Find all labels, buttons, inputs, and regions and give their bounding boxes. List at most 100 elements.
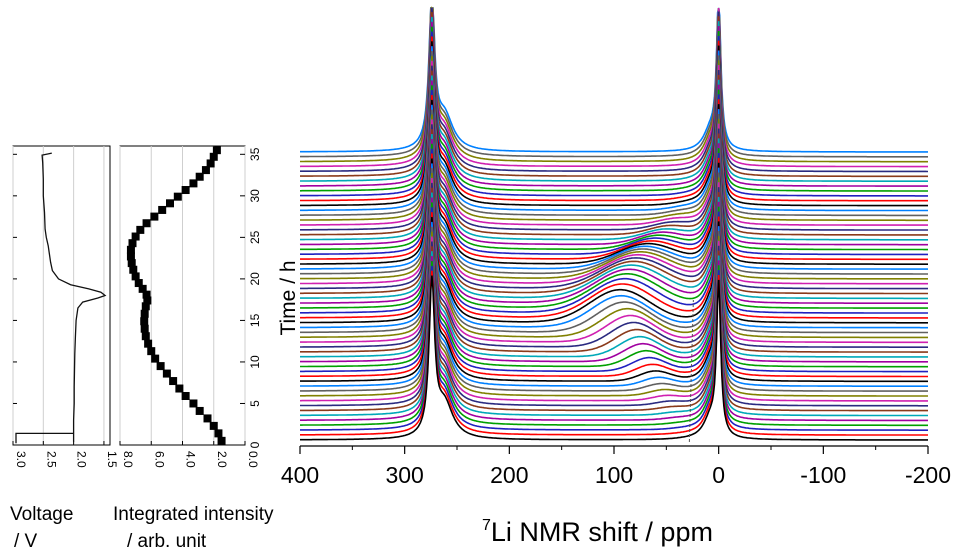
intensity-panel: 8.0 6.0 4.0 2.0 0.0 0 5 10 15 20 25 30 35 (119, 145, 262, 468)
nmr-xlabel: 7Li NMR shift / ppm (482, 517, 713, 547)
intensity-point (212, 146, 221, 155)
nmr-trace (300, 7, 928, 158)
nmr-trace (300, 36, 928, 202)
intensity-point (217, 436, 226, 445)
intensity-point (136, 225, 145, 234)
time-axis-label: Time / h (277, 260, 300, 335)
intensity-point (140, 324, 149, 333)
intensity-point (156, 362, 165, 371)
intensity-xlabel-line2: / arb. unit (127, 531, 207, 552)
intensity-point (195, 406, 204, 415)
nmr-trace (300, 75, 928, 241)
intensity-point (143, 296, 152, 305)
voltage-panel: 3.0 2.5 2.0 1.5 (12, 145, 119, 468)
nmr-trace (300, 134, 928, 300)
intensity-point (128, 239, 137, 248)
intensity-tick-label: 0.0 (246, 451, 260, 468)
nmr-trace (300, 153, 928, 319)
time-tick-label: 10 (248, 355, 262, 369)
nmr-trace (300, 119, 928, 285)
nmr-xlabel-main: Li NMR shift / ppm (491, 517, 713, 547)
nmr-trace (300, 70, 928, 236)
nmr-trace (300, 26, 928, 192)
intensity-point (142, 290, 151, 299)
intensity-xlabel-line1: Integrated intensity (113, 504, 274, 525)
nmr-trace (300, 99, 928, 265)
nmr-trace (300, 65, 928, 231)
voltage-curve (15, 432, 74, 444)
nmr-reference-line (688, 299, 694, 443)
nmr-trace (300, 11, 928, 178)
intensity-point (173, 192, 182, 201)
nmr-trace (300, 168, 928, 334)
intensity-point (142, 219, 151, 228)
nmr-trace (300, 129, 928, 295)
intensity-point (129, 265, 138, 274)
intensity-point (127, 259, 136, 268)
nmr-trace (300, 236, 928, 402)
nmr-trace (300, 221, 928, 387)
nmr-trace (300, 182, 928, 348)
nmr-trace (300, 216, 928, 383)
nmr-tick-label: 400 (281, 462, 319, 488)
nmr-trace (300, 246, 928, 412)
nmr-trace (300, 143, 928, 309)
voltage-curve (41, 152, 107, 442)
nmr-trace (300, 260, 928, 427)
nmr-trace (300, 275, 928, 441)
nmr-trace (300, 90, 928, 256)
nmr-trace (300, 94, 928, 261)
time-tick-label: 30 (248, 189, 262, 203)
intensity-point (206, 159, 215, 168)
time-tick-label: 15 (248, 313, 262, 327)
voltage-plot-frame (12, 145, 111, 446)
intensity-point (158, 205, 167, 214)
nmr-trace (300, 202, 928, 368)
nmr-trace (300, 55, 928, 222)
nmr-trace (300, 241, 928, 407)
nmr-trace (300, 104, 928, 270)
nmr-panel: 400 300 200 100 0 -100 -200 (281, 6, 951, 488)
intensity-point (140, 317, 149, 326)
intensity-point (138, 284, 147, 293)
voltage-xlabel-line1: Voltage (10, 504, 73, 525)
time-tick-label: 0 (248, 441, 262, 448)
intensity-point (140, 309, 149, 318)
nmr-trace (300, 85, 928, 251)
nmr-tick-label: 200 (490, 462, 528, 488)
time-tick-label: 20 (248, 272, 262, 286)
time-tick-label: 5 (248, 400, 262, 407)
intensity-point (126, 245, 135, 254)
intensity-point (150, 212, 159, 221)
nmr-trace (299, 7, 928, 168)
nmr-trace (300, 21, 928, 187)
nmr-trace (300, 207, 928, 373)
intensity-point (189, 399, 198, 408)
intensity-tick-label: 4.0 (184, 451, 198, 468)
intensity-point (195, 172, 204, 181)
nmr-trace (300, 187, 928, 353)
intensity-point (189, 179, 198, 188)
voltage-tick-label: 2.0 (75, 451, 89, 468)
nmr-trace (300, 177, 928, 344)
nmr-trace (300, 197, 928, 363)
intensity-point (162, 369, 171, 378)
nmr-trace (300, 256, 928, 422)
nmr-trace (300, 16, 928, 182)
nmr-trace (300, 41, 928, 207)
nmr-trace (300, 7, 928, 153)
nmr-trace (300, 7, 928, 173)
nmr-trace (300, 163, 928, 329)
intensity-point (203, 414, 212, 423)
nmr-tick-label: 100 (595, 462, 633, 488)
voltage-tick-label: 3.0 (14, 451, 28, 468)
nmr-trace (299, 80, 928, 246)
voltage-tick-label: 1.5 (105, 451, 119, 468)
nmr-trace (300, 6, 928, 163)
intensity-point (166, 199, 174, 208)
intensity-point (126, 252, 135, 261)
nmr-trace (300, 212, 928, 378)
intensity-point (151, 354, 160, 363)
intensity-point (181, 186, 190, 195)
